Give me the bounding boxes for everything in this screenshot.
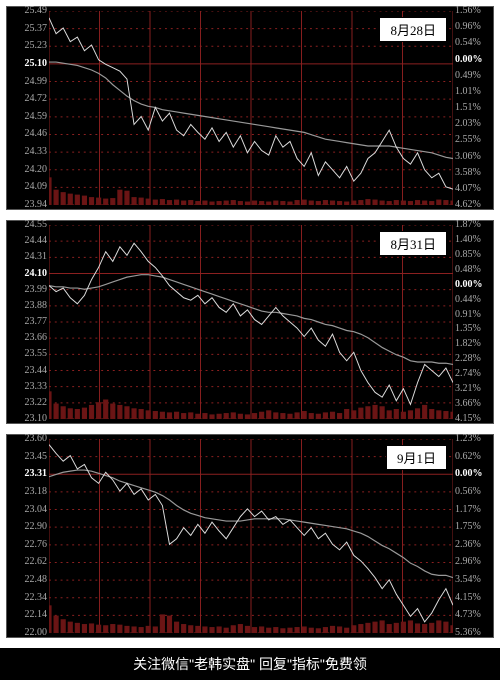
date-badge: 8月31日 bbox=[379, 231, 447, 256]
y-axis-left: 23.6023.4523.3123.1823.0422.9022.7622.62… bbox=[7, 439, 49, 633]
intraday-chart-1: 8月31日 24.5524.4424.3124.1023.9923.8823.77… bbox=[6, 220, 494, 424]
date-badge: 9月1日 bbox=[386, 445, 447, 470]
y-axis-left: 25.4925.3725.2325.1024.9924.7224.5924.46… bbox=[7, 11, 49, 205]
y-axis-left: 24.5524.4424.3124.1023.9923.8823.7723.66… bbox=[7, 225, 49, 419]
promo-banner: 关注微信"老韩实盘" 回复"指标"免费领 bbox=[0, 648, 500, 680]
chart-container: 8月28日 25.4925.3725.2325.1024.9924.7224.59… bbox=[0, 0, 500, 638]
intraday-chart-0: 8月28日 25.4925.3725.2325.1024.9924.7224.59… bbox=[6, 6, 494, 210]
y-axis-right: 1.87%1.40%0.85%0.48%0.00%0.44%0.91%1.35%… bbox=[453, 225, 493, 419]
y-axis-right: 1.56%0.96%0.54%0.00%0.49%1.01%1.51%2.03%… bbox=[453, 11, 493, 205]
date-badge: 8月28日 bbox=[379, 17, 447, 42]
intraday-chart-2: 9月1日 23.6023.4523.3123.1823.0422.9022.762… bbox=[6, 434, 494, 638]
y-axis-right: 1.23%0.62%0.00%0.56%1.17%1.75%2.36%2.96%… bbox=[453, 439, 493, 633]
